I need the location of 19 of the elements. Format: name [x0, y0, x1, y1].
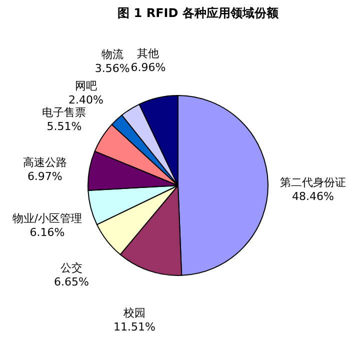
- slice-label: 物业/小区管理: [12, 212, 82, 226]
- slice-label: 物流: [101, 48, 124, 62]
- data-label: 3.56%: [94, 62, 130, 76]
- data-label: 2.40%: [68, 94, 104, 107]
- slice-label: 公交: [60, 261, 82, 274]
- slice-label: 第二代身份证: [280, 176, 346, 189]
- data-label: 48.46%: [292, 190, 334, 203]
- slice-label: 高速公路: [22, 156, 67, 169]
- data-label: 6.65%: [54, 275, 89, 288]
- data-label: 6.96%: [130, 60, 166, 74]
- slice-label: 其他: [137, 46, 160, 60]
- slice-label: 网吧: [74, 80, 97, 93]
- chart-title: 图 1 RFID 各种应用领域份额: [118, 6, 280, 20]
- data-label: 6.97%: [27, 170, 62, 183]
- slice-label: 校园: [122, 306, 146, 320]
- data-label: 11.51%: [114, 320, 156, 334]
- data-label: 5.51%: [46, 120, 82, 133]
- data-label: 6.16%: [30, 226, 65, 240]
- slice-label: 电子售票: [42, 106, 86, 119]
